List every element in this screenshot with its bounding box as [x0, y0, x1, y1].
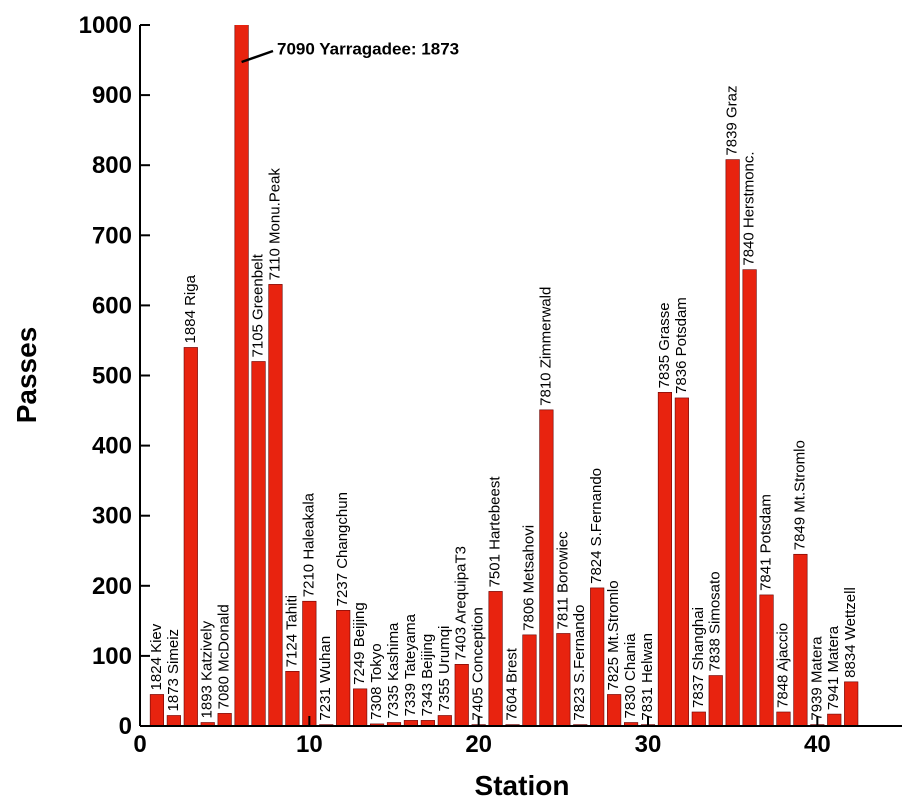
- bar: [183, 347, 198, 726]
- bar: [742, 269, 757, 726]
- bar: [793, 553, 808, 726]
- y-axis-title: Passes: [11, 327, 42, 424]
- annotation: 7090 Yarragadee: 1873: [277, 39, 459, 58]
- bar-label: 7343 Beijing: [419, 634, 436, 717]
- bar-label: 7836 Potsdam: [673, 297, 690, 394]
- bar-label: 7831 Helwan: [639, 633, 656, 721]
- bar: [268, 284, 283, 726]
- bar-label: 7848 Ajaccio: [774, 623, 791, 708]
- bar-label: 7939 Matera: [808, 636, 825, 721]
- bar-label: 7810 Zimmerwald: [537, 287, 554, 406]
- bar-label: 8834 Wettzell: [842, 587, 859, 678]
- bar-label: 7806 Metsahovi: [520, 525, 537, 631]
- x-tick-label: 40: [804, 731, 831, 758]
- bar: [336, 610, 351, 726]
- bar-label: 7249 Beijing: [351, 602, 368, 685]
- bar: [827, 713, 842, 726]
- bar-label: 7811 Borowiec: [554, 531, 571, 630]
- x-tick-label: 0: [133, 731, 146, 758]
- bar: [590, 587, 605, 726]
- y-tick-label: 500: [92, 363, 132, 390]
- bar-label: 7339 Tateyama: [402, 613, 419, 716]
- bar: [522, 634, 537, 726]
- bar-label: 7849 Mt.Stromlo: [791, 440, 808, 550]
- bar: [776, 711, 791, 726]
- bar: [420, 720, 435, 726]
- bar-label: 1893 Katzively: [199, 620, 216, 718]
- bar-label: 7823 S.Fernando: [571, 605, 588, 721]
- bar-label: 1873 Simeiz: [165, 629, 182, 712]
- bars: [149, 25, 859, 726]
- y-tick-label: 0: [119, 713, 132, 740]
- bar: [251, 361, 266, 726]
- bar: [403, 720, 419, 726]
- bar: [759, 594, 774, 726]
- bar: [657, 392, 673, 726]
- bar: [488, 591, 503, 726]
- bar: [217, 713, 232, 726]
- bar-label: 1824 Kiev: [148, 623, 165, 690]
- bar-label: 7308 Tokyo: [368, 643, 385, 719]
- bar-label: 7824 S.Fernando: [588, 468, 605, 584]
- bar: [708, 675, 723, 726]
- x-tick-label: 20: [465, 731, 492, 758]
- y-tick-label: 300: [92, 503, 132, 530]
- bar-label: 7841 Potsdam: [758, 494, 775, 591]
- y-tick-label: 100: [92, 643, 132, 670]
- bar-label: 7110 Monu.Peak: [266, 168, 283, 281]
- bar-label: 7403 ArequipaT3: [453, 546, 470, 660]
- bar-label: 7825 Mt.Stromlo: [605, 580, 622, 690]
- y-tick-label: 700: [92, 222, 132, 249]
- bar: [234, 25, 249, 726]
- bar-label: 7501 Hartebeest: [487, 476, 504, 588]
- bar: [285, 671, 300, 726]
- bar-label: 7124 Tahiti: [283, 595, 300, 667]
- bar: [844, 681, 859, 726]
- bar-label: 7835 Grasse: [656, 302, 673, 388]
- bar-label: 7837 Shanghai: [690, 607, 707, 708]
- bar: [674, 397, 689, 726]
- bar-label: 7335 Kashima: [385, 622, 402, 719]
- annotation-line: [241, 49, 274, 64]
- y-tick-label: 600: [92, 292, 132, 319]
- bar-label: 7840 Herstmonc.: [741, 151, 758, 265]
- y-tick-label: 900: [92, 82, 132, 109]
- bar: [166, 715, 181, 726]
- bar-label: 7830 Chania: [622, 633, 639, 719]
- bar: [454, 664, 469, 726]
- bar: [353, 688, 368, 726]
- bar-label: 7355 Urumqi: [436, 626, 453, 712]
- bar-label: 7604 Brest: [504, 647, 521, 720]
- bar-label: 7080 McDonald: [216, 604, 233, 709]
- bar: [437, 715, 452, 726]
- bar-label: 7210 Haleakala: [300, 492, 317, 597]
- x-tick-label: 30: [635, 731, 662, 758]
- bar-label: 7838 Simosato: [707, 571, 724, 671]
- bar: [149, 694, 165, 726]
- bar: [725, 159, 740, 726]
- bar: [302, 600, 317, 726]
- bar: [556, 633, 571, 726]
- bar: [607, 694, 622, 726]
- y-tick-label: 1000: [79, 12, 132, 39]
- y-tick-label: 400: [92, 433, 132, 460]
- y-tick-label: 200: [92, 573, 132, 600]
- y-tick-label: 800: [92, 152, 132, 179]
- bar-label: 7237 Changchun: [334, 492, 351, 606]
- bar-label: 7105 Greenbelt: [250, 253, 267, 357]
- bar-label: 7405 Conception: [470, 607, 487, 720]
- bar-label: 7231 Wuhan: [317, 636, 334, 721]
- bar: [691, 711, 706, 726]
- bar-label: 7941 Matera: [825, 625, 842, 710]
- x-tick-label: 10: [296, 731, 323, 758]
- bar: [539, 409, 554, 726]
- bar-label: 1884 Riga: [182, 274, 199, 343]
- bar-label: 7839 Graz: [724, 86, 741, 156]
- x-axis-title: Station: [475, 770, 570, 801]
